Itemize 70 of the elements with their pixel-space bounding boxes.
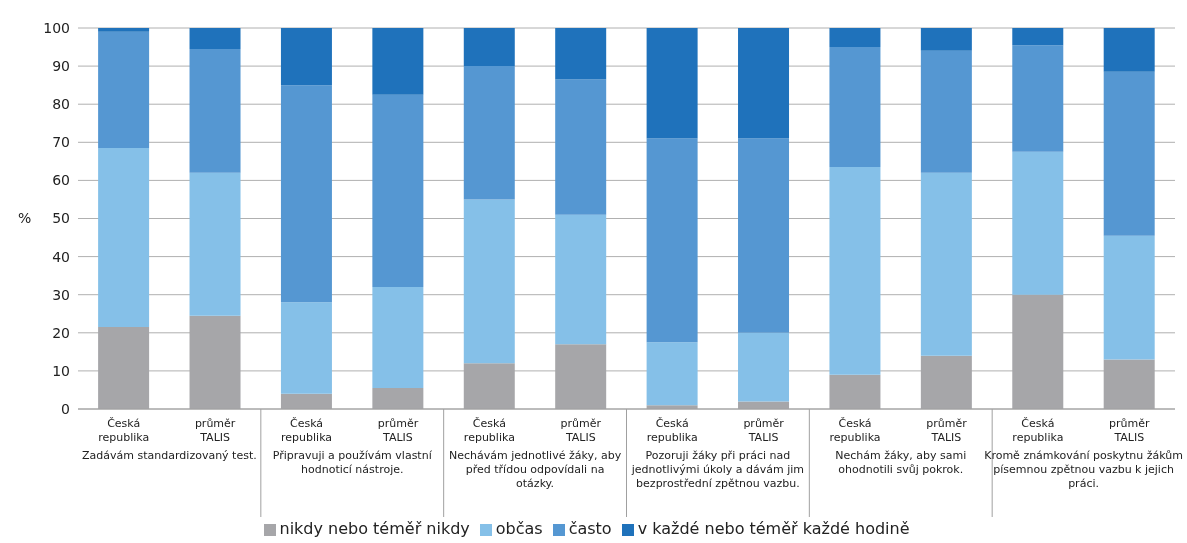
y-tick-label: 70 [52, 134, 70, 151]
x-tick-label: Česká republika [98, 417, 150, 444]
bar [738, 28, 790, 139]
bar [555, 28, 607, 80]
x-tick-label: Česká republika [281, 417, 333, 444]
bar [555, 79, 607, 215]
legend-label: občas [495, 519, 543, 538]
bar [280, 302, 332, 394]
bar [1103, 235, 1155, 360]
bar [189, 28, 241, 49]
bar [463, 199, 515, 364]
y-tick-label: 100 [43, 19, 70, 36]
text: Zadávám standardizovaný test. [82, 449, 257, 462]
y-tick-label: 80 [52, 96, 70, 113]
bar [280, 28, 332, 86]
bar [1012, 28, 1064, 46]
bar [1012, 151, 1064, 295]
bar [463, 28, 515, 67]
bar [1103, 71, 1155, 236]
bar [98, 28, 150, 32]
text: Pozoruji žáky při práci nad jednotlivými úkoly a dávám jim bezprostřední zpětnou vazbu. [630, 449, 805, 490]
text: Nechám žáky, aby sami ohodnotili svůj pokrok. [835, 449, 967, 476]
text: Kromě známkování poskytnu žákům písemnou zpětnou vazbu k jejich práci. [984, 449, 1183, 490]
bar [280, 85, 332, 303]
y-tick-label: 60 [52, 172, 70, 189]
bar [1103, 28, 1155, 72]
bar [829, 28, 881, 48]
legend-label: nikdy nebo téměř nikdy [279, 519, 470, 538]
y-tick-label: 20 [52, 324, 70, 341]
bar [555, 214, 607, 345]
bar [738, 138, 790, 333]
bar [829, 167, 881, 375]
bar [920, 172, 972, 356]
y-tick-label: 50 [52, 210, 70, 227]
bar [189, 172, 241, 316]
bar [646, 342, 698, 406]
x-tick-label: průměr TALIS [377, 417, 419, 444]
x-tick-label: průměr TALIS [743, 417, 785, 444]
bar [646, 28, 698, 139]
legend-label: často [568, 519, 612, 538]
bar [738, 332, 790, 402]
bar [372, 287, 424, 389]
x-tick-label: průměr TALIS [194, 417, 236, 444]
y-tick-label: 0 [61, 400, 70, 417]
x-tick-label: Česká republika [1012, 417, 1064, 444]
bar [463, 66, 515, 200]
legend-label: v každé nebo téměř každé hodině [637, 519, 910, 538]
y-tick-label: 30 [52, 286, 70, 303]
text: Připravuji a používám vlastní hodnoticí nástroje. [272, 449, 433, 476]
y-tick-label: 10 [52, 362, 70, 379]
x-tick-label: Česká republika [463, 417, 515, 444]
y-axis-title: % [18, 210, 32, 227]
x-tick-label: Česká republika [829, 417, 881, 444]
bar [646, 138, 698, 343]
x-tick-label: průměr TALIS [1109, 417, 1151, 444]
bar [920, 28, 972, 51]
bar [372, 28, 424, 95]
bar [829, 47, 881, 168]
bar [98, 31, 150, 149]
x-tick-label: Česká republika [646, 417, 698, 444]
x-tick-label: průměr TALIS [560, 417, 602, 444]
bar [1012, 45, 1064, 152]
y-tick-label: 40 [52, 248, 70, 265]
bar [189, 48, 241, 173]
bar [372, 94, 424, 288]
bar [920, 50, 972, 173]
y-tick-label: 90 [52, 58, 70, 75]
bar [98, 148, 150, 328]
x-tick-label: průměr TALIS [926, 417, 968, 444]
text: Nechávám jednotlivé žáky, aby před třídou odpovídali na otázky. [449, 449, 622, 490]
